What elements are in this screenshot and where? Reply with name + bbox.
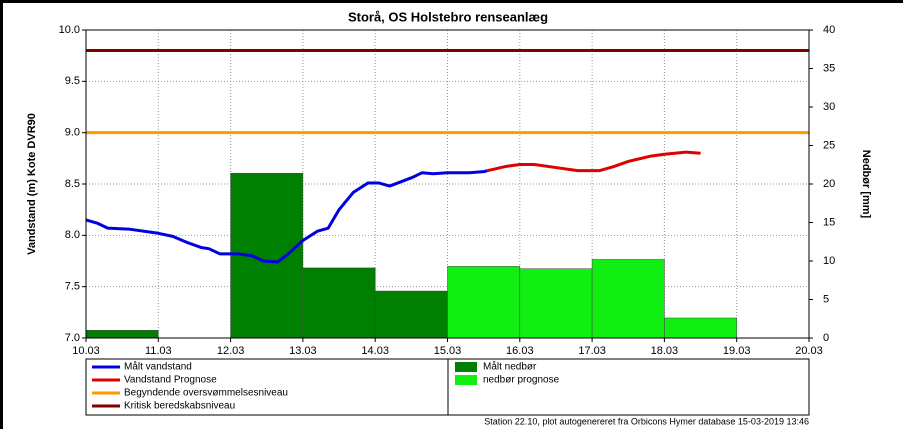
x-tick-label: 17.03 xyxy=(578,345,606,357)
y2-tick-label: 35 xyxy=(823,62,835,74)
bar xyxy=(519,268,593,339)
x-tick-label: 18.03 xyxy=(651,345,679,357)
bar xyxy=(591,259,665,339)
y-tick-label: 10.0 xyxy=(59,24,80,36)
line xyxy=(85,169,488,264)
bar xyxy=(85,330,159,339)
legend-label: Målt nedbør xyxy=(483,361,537,373)
x-tick-label: 19.03 xyxy=(723,345,751,357)
y2-tick-label: 15 xyxy=(823,216,835,228)
bar xyxy=(302,267,376,339)
y-tick-label: 9.0 xyxy=(65,127,80,139)
x-tick-label: 11.03 xyxy=(145,345,172,357)
y2-tick-label: 20 xyxy=(823,178,835,190)
legend-label: Målt vandstand xyxy=(124,361,192,373)
x-tick-label: 16.03 xyxy=(506,345,534,357)
x-tick-label: 12.03 xyxy=(217,345,245,357)
y-tick-label: 7.0 xyxy=(65,332,80,344)
y2-tick-label: 5 xyxy=(823,293,829,305)
legend-label: nedbør prognose xyxy=(483,375,560,386)
frame-top xyxy=(0,0,903,3)
y2-axis-label: Nedbør [mm] xyxy=(860,150,872,219)
x-tick-label: 13.03 xyxy=(289,345,317,357)
y2-tick-label: 25 xyxy=(823,139,835,151)
y2-tick-label: 0 xyxy=(823,332,829,344)
footer: Station 22.10, plot autogenereret fra Or… xyxy=(484,416,809,426)
y2-tick-label: 40 xyxy=(823,24,835,36)
y-tick-label: 7.5 xyxy=(65,281,80,293)
plot-border xyxy=(85,29,810,339)
x-tick-label: 20.03 xyxy=(795,345,823,357)
legend-label: Begyndende oversvømmelsesniveau xyxy=(124,388,288,399)
legend-label: Kritisk beredskabsniveau xyxy=(124,401,235,412)
chart-title: Storå, OS Holstebro renseanlæg xyxy=(348,9,548,24)
y-tick-label: 8.5 xyxy=(65,178,80,190)
y-tick-label: 9.5 xyxy=(65,75,80,87)
y-axis-label: Vandstand (m) Kote DVR90 xyxy=(26,113,38,255)
frame-left xyxy=(0,0,3,429)
x-tick-label: 15.03 xyxy=(434,345,462,357)
legend-swatch xyxy=(455,375,477,385)
bar xyxy=(374,290,448,339)
x-tick-label: 14.03 xyxy=(361,345,389,357)
x-tick-label: 10.03 xyxy=(72,345,100,357)
y2-tick-label: 10 xyxy=(823,255,835,267)
y2-tick-label: 30 xyxy=(823,101,835,113)
y-tick-label: 8.0 xyxy=(65,229,80,241)
bar xyxy=(447,266,521,339)
bar xyxy=(664,317,737,339)
legend-swatch xyxy=(455,362,477,372)
legend-label: Vandstand Prognose xyxy=(124,375,217,386)
line xyxy=(486,150,701,173)
